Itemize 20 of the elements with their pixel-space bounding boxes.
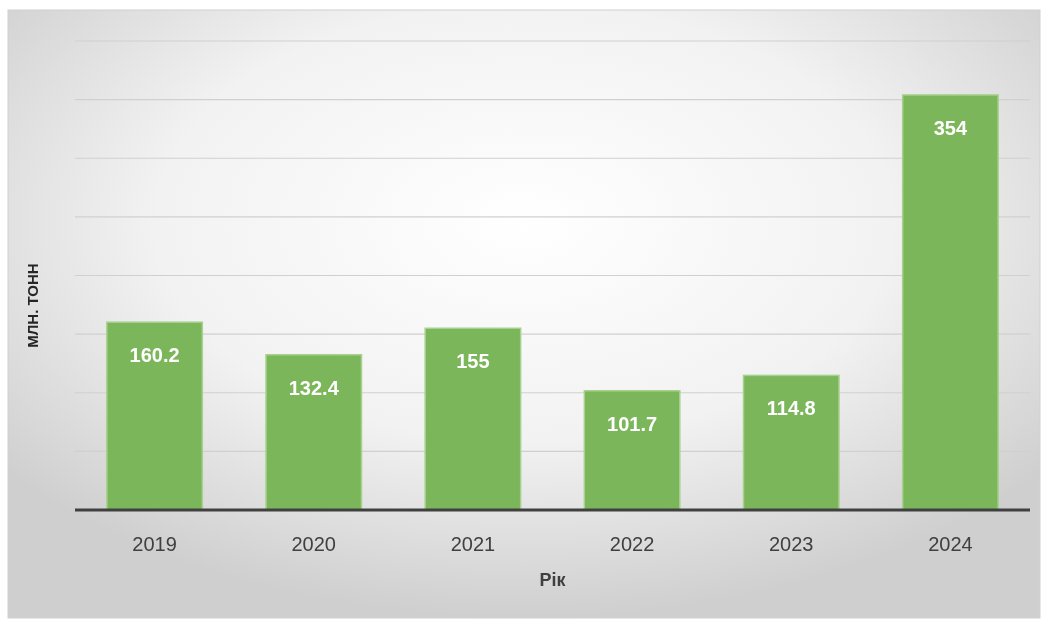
x-tick-label: 2022 xyxy=(609,533,655,555)
bar xyxy=(106,321,204,511)
data-label: 354 xyxy=(933,116,968,139)
data-label: 132.4 xyxy=(288,376,340,399)
bar xyxy=(424,327,522,511)
bar xyxy=(265,354,363,511)
data-label: 160.2 xyxy=(129,344,180,367)
x-tick-label: 2021 xyxy=(450,533,496,555)
x-tick-label: 2024 xyxy=(928,533,973,555)
bar xyxy=(583,390,681,511)
x-tick-label: 2020 xyxy=(291,533,336,555)
bar xyxy=(742,374,840,511)
x-axis-title: Рік xyxy=(539,570,567,590)
data-label: 114.8 xyxy=(766,397,816,420)
y-axis-title: МЛН. ТОНН xyxy=(24,263,41,348)
x-tick-label: 2023 xyxy=(769,533,814,555)
data-label: 155 xyxy=(456,350,490,373)
bar xyxy=(901,94,999,511)
x-tick-label: 2019 xyxy=(132,533,177,555)
data-label: 101.7 xyxy=(607,412,658,435)
